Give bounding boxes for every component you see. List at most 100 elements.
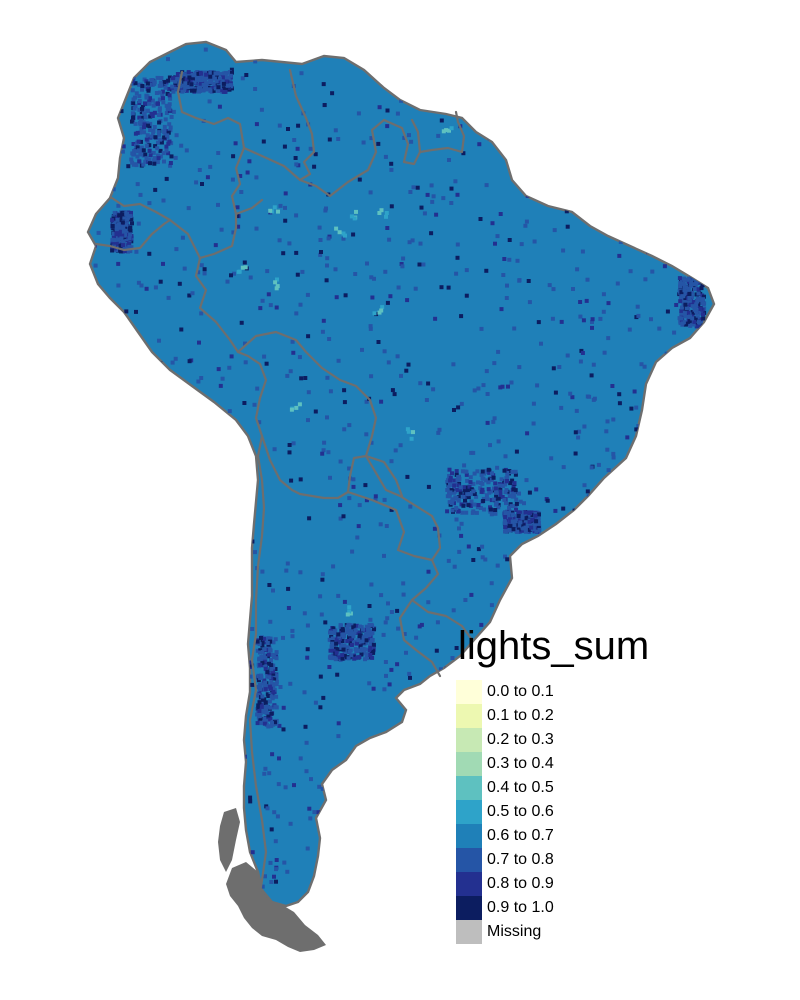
light-pixel bbox=[216, 151, 221, 155]
light-pixel bbox=[694, 280, 699, 285]
light-pixel bbox=[343, 293, 348, 298]
light-pixel bbox=[671, 554, 676, 559]
light-pixel bbox=[100, 595, 105, 600]
light-pixel bbox=[274, 694, 279, 699]
light-pixel bbox=[318, 674, 323, 679]
light-pixel bbox=[119, 249, 123, 254]
light-pixel bbox=[196, 71, 201, 76]
light-pixel bbox=[405, 474, 410, 479]
light-pixel bbox=[615, 60, 620, 65]
light-pixel bbox=[318, 252, 323, 257]
light-pixel bbox=[441, 815, 446, 820]
light-pixel bbox=[462, 488, 467, 493]
light-pixel bbox=[121, 225, 126, 230]
light-pixel bbox=[565, 353, 570, 358]
light-pixel bbox=[602, 124, 607, 129]
light-pixel bbox=[206, 846, 211, 851]
light-pixel bbox=[213, 86, 218, 91]
light-pixel bbox=[121, 240, 126, 245]
light-pixel bbox=[414, 635, 419, 640]
light-pixel bbox=[477, 125, 482, 130]
light-pixel bbox=[166, 130, 171, 135]
light-pixel bbox=[458, 55, 463, 60]
light-pixel bbox=[255, 685, 260, 690]
light-pixel bbox=[243, 265, 248, 270]
light-pixel bbox=[307, 806, 312, 811]
light-pixel bbox=[688, 434, 693, 439]
light-pixel bbox=[180, 89, 185, 94]
light-pixel bbox=[696, 287, 701, 292]
light-pixel bbox=[372, 311, 377, 316]
light-pixel bbox=[635, 304, 640, 309]
light-pixel bbox=[500, 384, 505, 389]
light-pixel bbox=[697, 320, 701, 325]
light-pixel bbox=[567, 195, 572, 200]
light-pixel bbox=[269, 724, 274, 729]
light-pixel bbox=[345, 624, 350, 629]
light-pixel bbox=[561, 465, 566, 470]
light-pixel bbox=[548, 48, 553, 53]
light-pixel bbox=[592, 56, 597, 61]
light-pixel bbox=[439, 285, 444, 290]
light-pixel bbox=[367, 681, 372, 686]
light-pixel bbox=[157, 106, 162, 111]
light-pixel bbox=[155, 75, 160, 80]
light-pixel bbox=[532, 181, 537, 186]
light-pixel bbox=[691, 506, 696, 511]
light-pixel bbox=[503, 529, 507, 534]
light-pixel bbox=[697, 762, 702, 767]
light-pixel bbox=[239, 320, 244, 325]
light-pixel bbox=[406, 429, 411, 434]
light-pixel bbox=[151, 130, 156, 135]
light-pixel bbox=[134, 149, 139, 154]
light-pixel bbox=[407, 240, 412, 245]
light-pixel bbox=[173, 356, 178, 361]
light-pixel bbox=[368, 326, 373, 331]
light-pixel bbox=[156, 130, 161, 135]
light-pixel bbox=[376, 773, 381, 778]
light-pixel bbox=[157, 120, 162, 125]
light-pixel bbox=[479, 326, 484, 331]
light-pixel bbox=[611, 455, 616, 460]
light-pixel bbox=[492, 361, 497, 366]
light-pixel bbox=[127, 226, 132, 231]
legend-label: 0.0 to 0.1 bbox=[487, 683, 554, 700]
light-pixel bbox=[156, 645, 161, 650]
light-pixel bbox=[119, 621, 123, 626]
light-pixel bbox=[484, 369, 489, 374]
light-pixel bbox=[268, 686, 273, 691]
light-pixel bbox=[137, 115, 142, 120]
light-pixel bbox=[475, 505, 480, 510]
light-pixel bbox=[617, 392, 622, 397]
border-colombia-peru-brazil bbox=[168, 198, 264, 260]
light-pixel bbox=[678, 281, 683, 286]
light-pixel bbox=[467, 484, 472, 489]
light-pixel bbox=[130, 221, 134, 226]
light-pixel bbox=[159, 83, 164, 88]
light-pixel bbox=[627, 327, 632, 332]
light-pixel bbox=[681, 294, 686, 299]
light-pixel bbox=[523, 516, 528, 521]
light-pixel bbox=[357, 177, 362, 182]
light-pixel bbox=[269, 711, 274, 716]
light-pixel bbox=[134, 91, 139, 96]
light-pixel bbox=[116, 68, 121, 73]
light-pixel bbox=[504, 296, 509, 300]
light-pixel bbox=[223, 74, 228, 79]
border-paraguay bbox=[346, 454, 442, 562]
light-pixel bbox=[255, 712, 260, 717]
light-pixel bbox=[548, 46, 552, 51]
light-pixel bbox=[386, 601, 390, 606]
light-pixel bbox=[327, 791, 332, 796]
light-pixel bbox=[488, 443, 492, 448]
light-pixel bbox=[298, 570, 303, 575]
light-pixel bbox=[532, 522, 537, 527]
light-pixel bbox=[405, 427, 410, 432]
light-pixel bbox=[142, 122, 147, 127]
light-pixel bbox=[126, 508, 130, 513]
light-pixel bbox=[453, 495, 458, 500]
light-pixel bbox=[641, 151, 646, 156]
light-pixel bbox=[257, 420, 262, 425]
light-pixel bbox=[165, 856, 170, 861]
light-pixel bbox=[259, 107, 264, 112]
